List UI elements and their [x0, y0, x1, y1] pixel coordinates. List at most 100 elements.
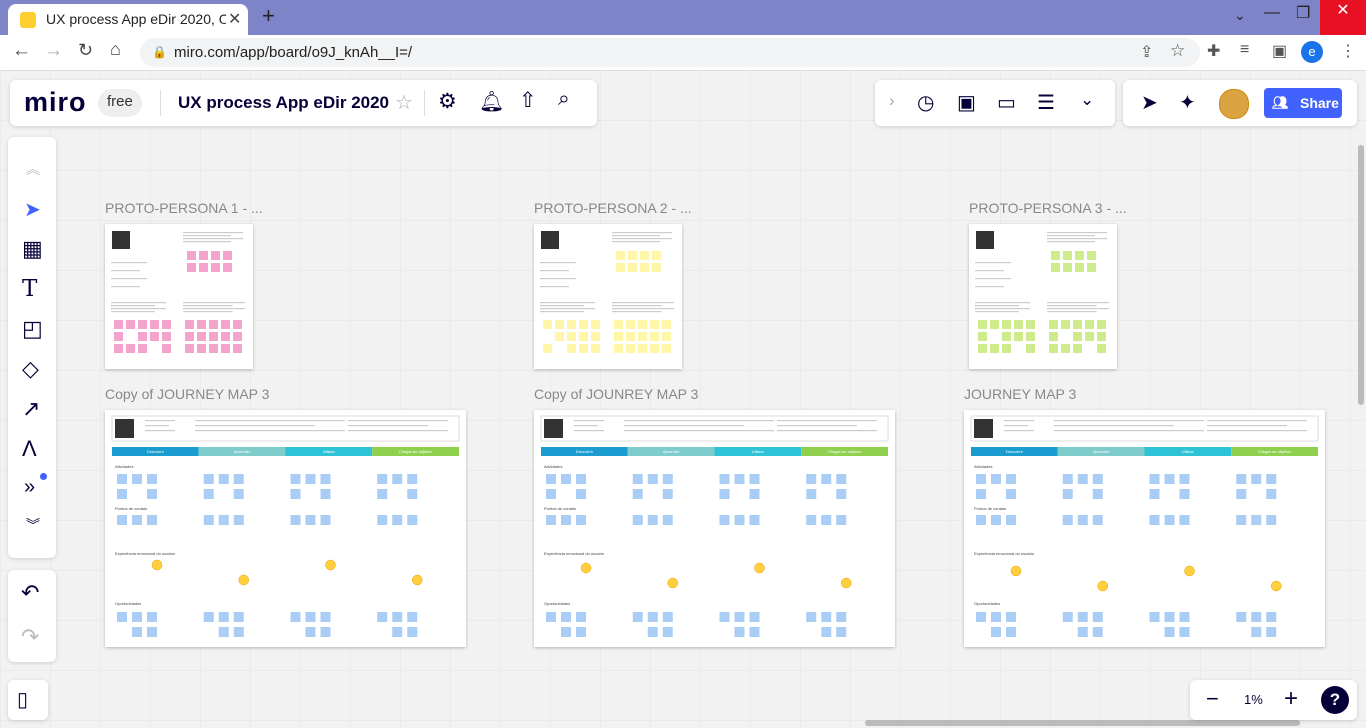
- sticky-note: [1097, 344, 1106, 353]
- notifications[interactable]: 🔔︎: [479, 91, 505, 113]
- expand-tools[interactable]: ︾: [26, 517, 40, 533]
- sticky-note: [836, 515, 847, 525]
- text-line: [145, 425, 169, 427]
- user-avatar[interactable]: [1219, 89, 1249, 119]
- notes[interactable]: ☰: [1037, 92, 1055, 114]
- text-line: [624, 425, 744, 427]
- text-line: [612, 308, 674, 310]
- extensions[interactable]: ✚: [1207, 43, 1221, 60]
- omnibox[interactable]: 🔒 miro.com/app/board/o9J_knAh__I=/ ⇪ ☆: [140, 38, 1200, 67]
- sticky-note: [203, 515, 214, 525]
- sticky-note: [991, 612, 1001, 622]
- sticky-note: [377, 612, 388, 622]
- sticky-note: [305, 515, 316, 525]
- maximize[interactable]: ❐: [1296, 5, 1311, 22]
- frames-panel[interactable]: ▯: [8, 680, 48, 720]
- sticky-note: [138, 332, 147, 341]
- sticky-note: [233, 627, 244, 637]
- tab-search[interactable]: ⌄: [1234, 7, 1246, 23]
- sticky-note: [305, 474, 316, 484]
- text-line: [612, 241, 660, 243]
- present[interactable]: ▭: [997, 92, 1016, 114]
- profile[interactable]: e: [1301, 41, 1323, 63]
- pen-tool[interactable]: Λ: [22, 436, 37, 461]
- search[interactable]: ⌕: [558, 87, 570, 110]
- new-tab[interactable]: +: [262, 3, 275, 28]
- more[interactable]: ⌄: [1080, 90, 1095, 109]
- settings[interactable]: ⚙: [438, 90, 457, 113]
- sticky-note: [734, 627, 745, 637]
- text-line: [540, 302, 595, 304]
- text-line: [195, 425, 315, 427]
- star[interactable]: ☆: [395, 92, 413, 114]
- board-title[interactable]: UX process App eDir 2020: [178, 93, 390, 112]
- more-tools[interactable]: »: [24, 476, 36, 498]
- sticky-note: [218, 515, 229, 525]
- text-line: [975, 270, 1004, 272]
- shape-tool[interactable]: ◇: [22, 356, 39, 381]
- select-tool[interactable]: ➤: [24, 199, 41, 221]
- plan-badge[interactable]: free: [98, 89, 142, 117]
- line-tool[interactable]: ↗: [22, 396, 41, 421]
- back[interactable]: ←: [12, 40, 31, 61]
- reload[interactable]: ↻: [78, 40, 94, 60]
- sticky-note: [1236, 489, 1247, 499]
- sticky-note: [407, 489, 418, 499]
- close[interactable]: ✕: [1320, 0, 1366, 35]
- zoom-level[interactable]: 1%: [1244, 692, 1263, 707]
- share-page[interactable]: ⇪: [1140, 44, 1154, 61]
- templates-tool[interactable]: ▦: [22, 236, 43, 261]
- media[interactable]: ≡: [1240, 41, 1250, 58]
- sticky-note: [1075, 251, 1084, 260]
- row-label: Oportunidades: [974, 601, 1000, 606]
- timer[interactable]: ◷: [917, 92, 935, 114]
- sticky-note: [591, 332, 600, 341]
- sticky-note: [821, 515, 832, 525]
- tab[interactable]: UX process App eDir 2020, Onlin ✕: [8, 4, 248, 35]
- sticky-note: [138, 344, 147, 353]
- sticky-note: [734, 474, 745, 484]
- export[interactable]: ⇧: [519, 89, 537, 112]
- row-label: Oportunidades: [115, 601, 141, 606]
- zoom-in[interactable]: +: [1284, 685, 1299, 712]
- minimize[interactable]: —: [1264, 4, 1280, 21]
- sticky-tool[interactable]: ◰: [22, 316, 43, 341]
- share-button[interactable]: 👥︎ Share: [1264, 88, 1342, 118]
- header-box: [111, 415, 460, 442]
- sticky-note: [162, 332, 171, 341]
- sticky-note: [1266, 489, 1277, 499]
- text-line: [195, 430, 345, 432]
- logo[interactable]: miro: [24, 87, 87, 117]
- home[interactable]: ⌂: [110, 39, 121, 59]
- sticky-note: [991, 627, 1001, 637]
- zoom-out[interactable]: −: [1206, 686, 1219, 711]
- video[interactable]: ▣: [957, 92, 976, 114]
- text-line: [183, 232, 243, 234]
- help[interactable]: ?: [1321, 686, 1349, 714]
- text-line: [1054, 420, 1204, 422]
- side-panel[interactable]: ▣: [1272, 43, 1288, 60]
- menu[interactable]: ⋮: [1340, 43, 1356, 60]
- text-line: [145, 420, 175, 422]
- sticky-note: [978, 344, 987, 353]
- collapse[interactable]: ︽: [26, 161, 40, 177]
- redo[interactable]: ↷: [21, 624, 40, 649]
- left-toolbar: ︽ ➤ ▦ T ◰ ◇ ↗ Λ » ︾: [8, 137, 56, 558]
- sticky-note: [211, 263, 220, 272]
- undo[interactable]: ↶: [21, 580, 40, 605]
- text-line: [975, 278, 1011, 280]
- sticky-note: [638, 344, 647, 353]
- frame: [105, 410, 466, 647]
- expand[interactable]: ›: [889, 91, 895, 110]
- forward[interactable]: →: [44, 40, 63, 61]
- text-tool[interactable]: T: [22, 276, 38, 302]
- sticky-note: [1061, 320, 1070, 329]
- reactions[interactable]: ✦: [1179, 92, 1196, 114]
- tab-close[interactable]: ✕: [228, 11, 242, 28]
- sticky-note: [1164, 612, 1175, 622]
- bookmark[interactable]: ☆: [1170, 41, 1186, 60]
- cursors[interactable]: ➤: [1141, 92, 1158, 114]
- sticky-note: [1085, 332, 1094, 341]
- text-line: [612, 235, 660, 237]
- frame-title: JOURNEY MAP 3: [964, 386, 1077, 402]
